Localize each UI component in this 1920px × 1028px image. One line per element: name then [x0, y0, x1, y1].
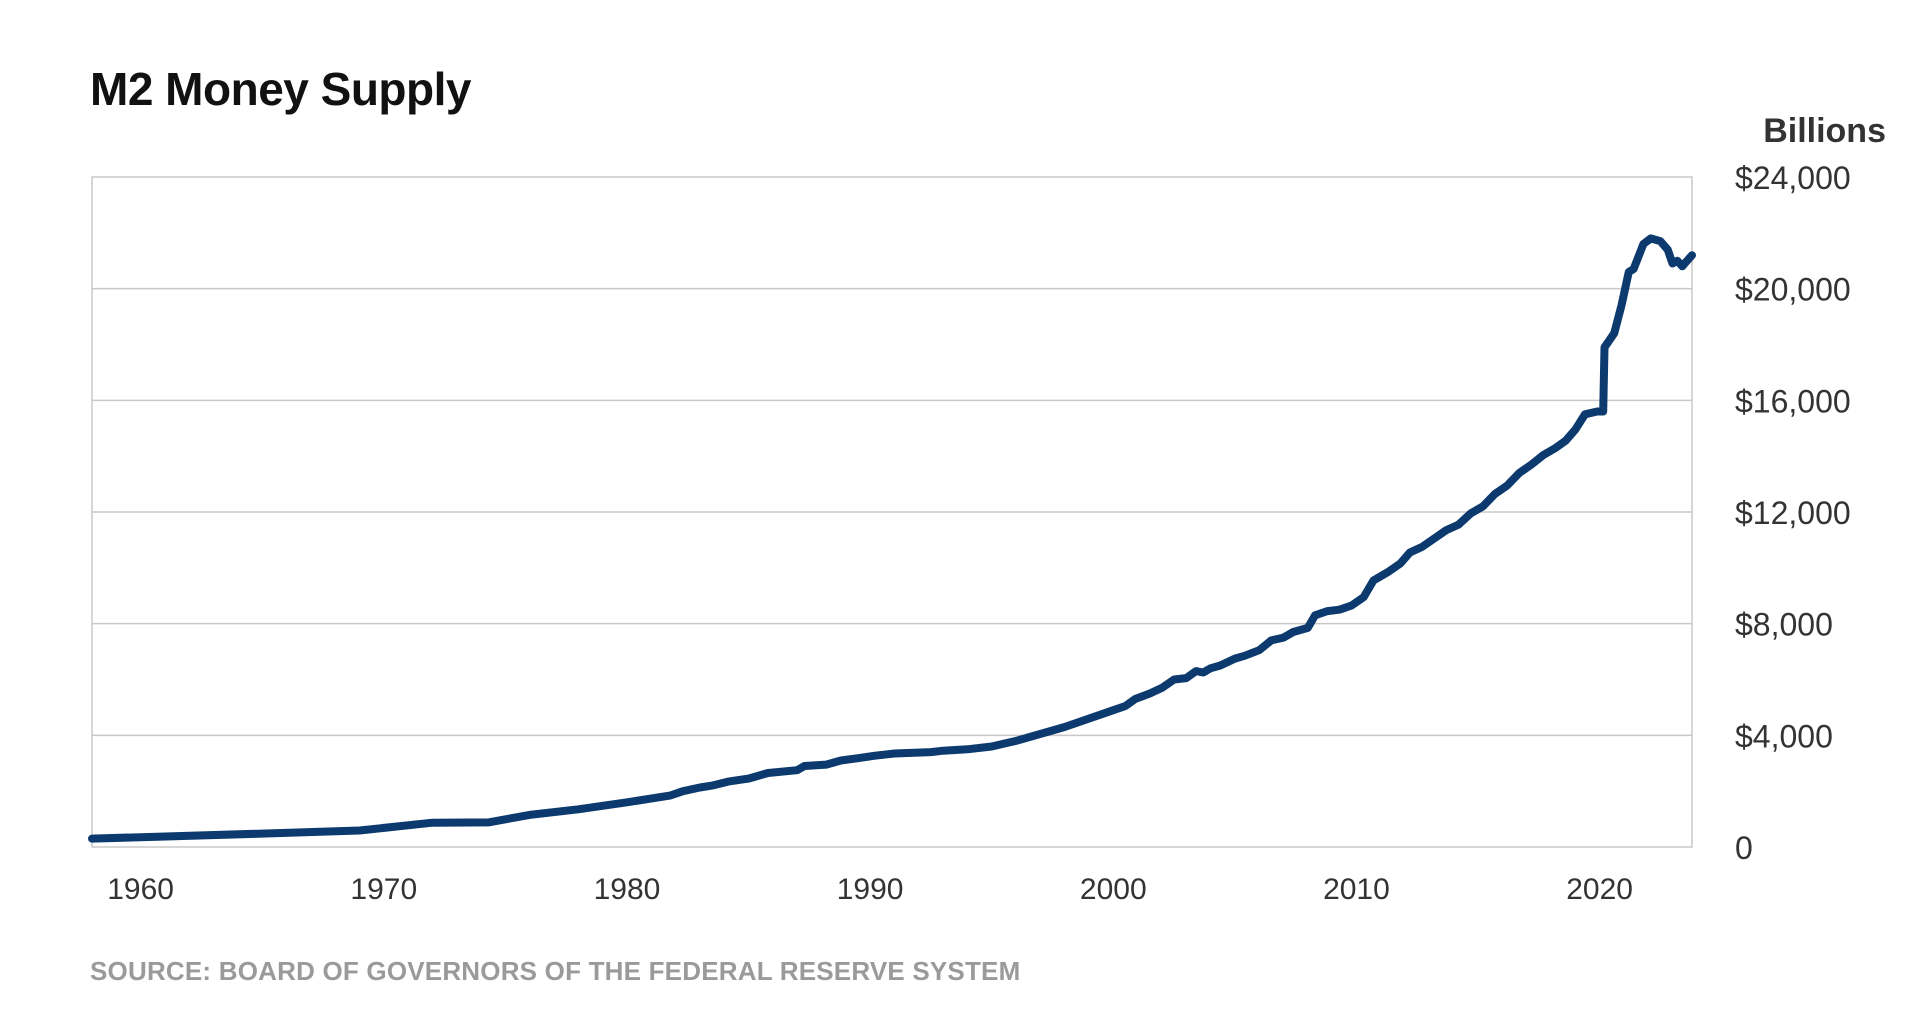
y-tick-label: $20,000 — [1735, 272, 1851, 308]
y-tick-label: $16,000 — [1735, 383, 1851, 419]
x-axis-ticks: 1960 1970 1980 1990 2000 2010 2020 — [107, 873, 1633, 906]
y-tick-label: $8,000 — [1735, 607, 1833, 643]
x-tick-label: 1970 — [350, 873, 417, 906]
y-tick-label: 0 — [1735, 830, 1753, 866]
chart-title: M2 Money Supply — [90, 63, 471, 115]
plot-frame — [91, 176, 1693, 848]
source-note: SOURCE: BOARD OF GOVERNORS OF THE FEDERA… — [90, 956, 1021, 986]
grid-lines — [92, 287, 1692, 737]
x-tick-label: 1990 — [837, 873, 904, 906]
y-tick-label: $4,000 — [1735, 718, 1833, 754]
x-tick-label: 2010 — [1323, 873, 1390, 906]
y-axis-unit-label: Billions — [1763, 112, 1886, 150]
y-axis-ticks: 0 $4,000 $8,000 $12,000 $16,000 $20,000 $24,00… — [1735, 160, 1851, 866]
y-tick-label: $12,000 — [1735, 495, 1851, 531]
x-tick-label: 2020 — [1566, 873, 1633, 906]
x-tick-label: 1960 — [107, 873, 174, 906]
x-tick-label: 2000 — [1080, 873, 1147, 906]
x-tick-label: 1980 — [594, 873, 661, 906]
series-line-m2 — [88, 234, 1696, 843]
y-tick-label: $24,000 — [1735, 160, 1851, 196]
